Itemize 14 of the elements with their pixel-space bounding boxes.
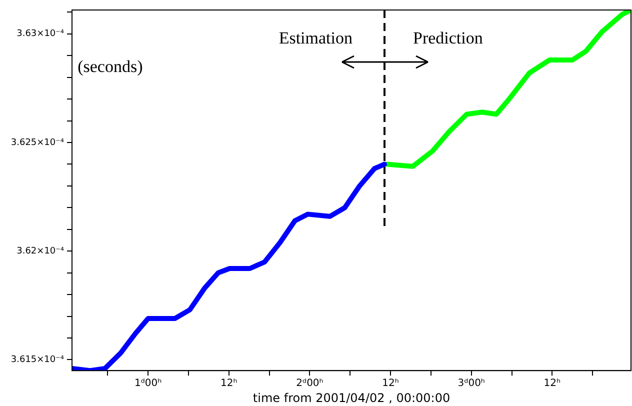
annotation: Prediction [412,28,484,48]
annotation: Estimation [278,28,353,48]
x-tick-label: 12ʰ [220,378,238,390]
y-tick-label: 3.625×10⁻⁴ [10,138,64,148]
annotation: (seconds) [78,57,143,76]
y-tick-label: 3.63×10⁻⁴ [16,29,64,40]
x-tick-label: 12ʰ [544,378,561,390]
x-tick-label: 1ᵈ00ʰ [134,378,162,390]
x-tick-label: 12ʰ [382,378,399,390]
x-axis-title: time from 2001/04/02 , 00:00:00 [252,390,450,405]
x-tick-label: 3ᵈ00ʰ [458,378,485,390]
y-tick-label: 3.62×10⁻⁴ [16,246,64,256]
y-tick-label: 3.615×10⁻⁴ [10,355,64,366]
x-tick-label: 2ᵈ00ʰ [296,378,324,390]
